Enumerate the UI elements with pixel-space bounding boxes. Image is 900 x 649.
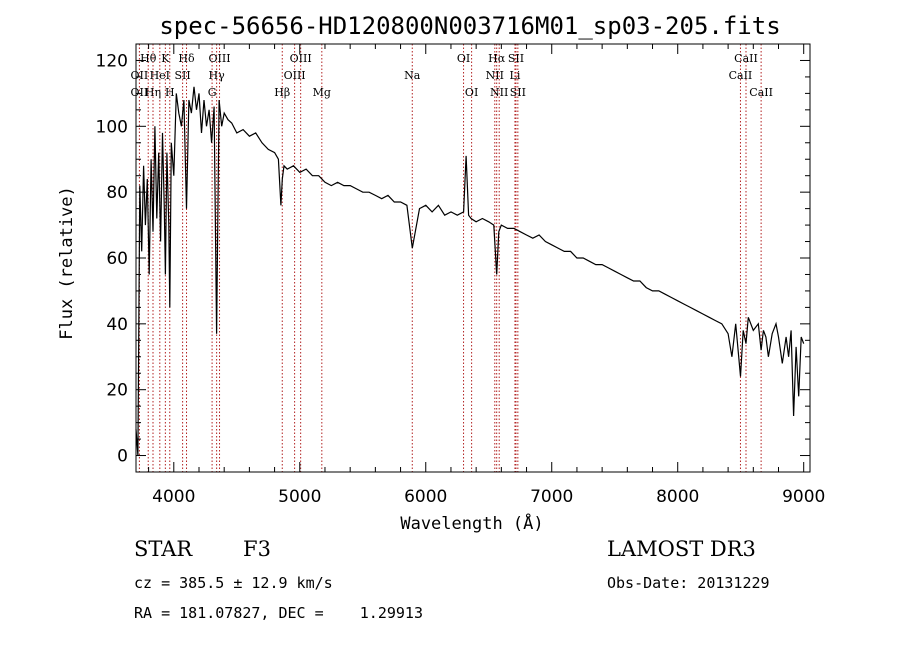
chart-title: spec-56656-HD120800N003716M01_sp03-205.f… (159, 12, 780, 40)
line-label: CaII (734, 52, 758, 65)
y-tick-label: 0 (117, 447, 128, 467)
line-label: OII (131, 86, 149, 99)
y-axis: 0 20 40 60 80 100 120 (96, 51, 810, 467)
line-label: HeI (150, 69, 170, 82)
y-axis-label: Flux (relative) (57, 186, 77, 340)
line-label: Mg (313, 86, 331, 99)
line-label: SII (508, 52, 524, 65)
line-label: OIII (284, 69, 306, 82)
y-tick-label: 40 (106, 315, 128, 335)
redshift-text: cz = 385.5 ± 12.9 km/s (134, 574, 333, 592)
x-axis: 4000 5000 6000 7000 8000 9000 (148, 44, 825, 507)
line-label: OIII (208, 52, 230, 65)
y-tick-label: 20 (106, 381, 128, 401)
line-label: Hδ (178, 52, 195, 65)
ra-dec-text: RA = 181.07827, DEC = 1.29913 (134, 604, 423, 622)
line-label: Hα (488, 52, 506, 65)
y-tick-label: 120 (96, 51, 128, 71)
x-tick-label: 6000 (404, 487, 447, 507)
line-label: Hθ (140, 52, 157, 65)
line-label: G (208, 86, 217, 99)
x-tick-label: 9000 (782, 487, 825, 507)
line-label: SII (174, 69, 190, 82)
line-label: OIII (290, 52, 312, 65)
object-subclass: F3 (243, 537, 271, 561)
line-label: Hγ (209, 69, 226, 82)
line-label: SII (510, 86, 526, 99)
x-axis-label: Wavelength (Å) (400, 512, 543, 534)
survey-name: LAMOST DR3 (607, 537, 756, 561)
x-tick-label: 7000 (530, 487, 573, 507)
object-class: STAR (134, 537, 193, 561)
line-label: CaII (749, 86, 773, 99)
y-tick-label: 60 (106, 249, 128, 269)
emission-line-labels: Hθ OII OII K HeI Hη Hδ SII H OIII Hγ G OIII OIII Hβ Mg N… (131, 52, 773, 99)
line-label: CaII (729, 69, 753, 82)
y-tick-label: 80 (106, 183, 128, 203)
x-tick-label: 5000 (278, 487, 321, 507)
line-label: OI (457, 52, 470, 65)
line-label: K (161, 52, 170, 65)
line-label: NII (486, 69, 504, 82)
line-label: Na (404, 69, 421, 82)
line-label: Hη (145, 86, 161, 99)
plot-frame (135, 43, 811, 473)
line-label: Hβ (274, 86, 290, 99)
spectrum-line (135, 86, 805, 456)
x-tick-label: 8000 (656, 487, 699, 507)
line-label: OII (131, 69, 149, 82)
emission-line-markers (138, 44, 762, 472)
line-label: NII (490, 86, 508, 99)
line-label: OI (465, 86, 478, 99)
line-label: H (165, 86, 175, 99)
obs-date-text: Obs-Date: 20131229 (607, 574, 770, 592)
x-tick-label: 4000 (152, 487, 195, 507)
y-tick-label: 100 (96, 117, 128, 137)
line-label: Li (510, 69, 521, 82)
